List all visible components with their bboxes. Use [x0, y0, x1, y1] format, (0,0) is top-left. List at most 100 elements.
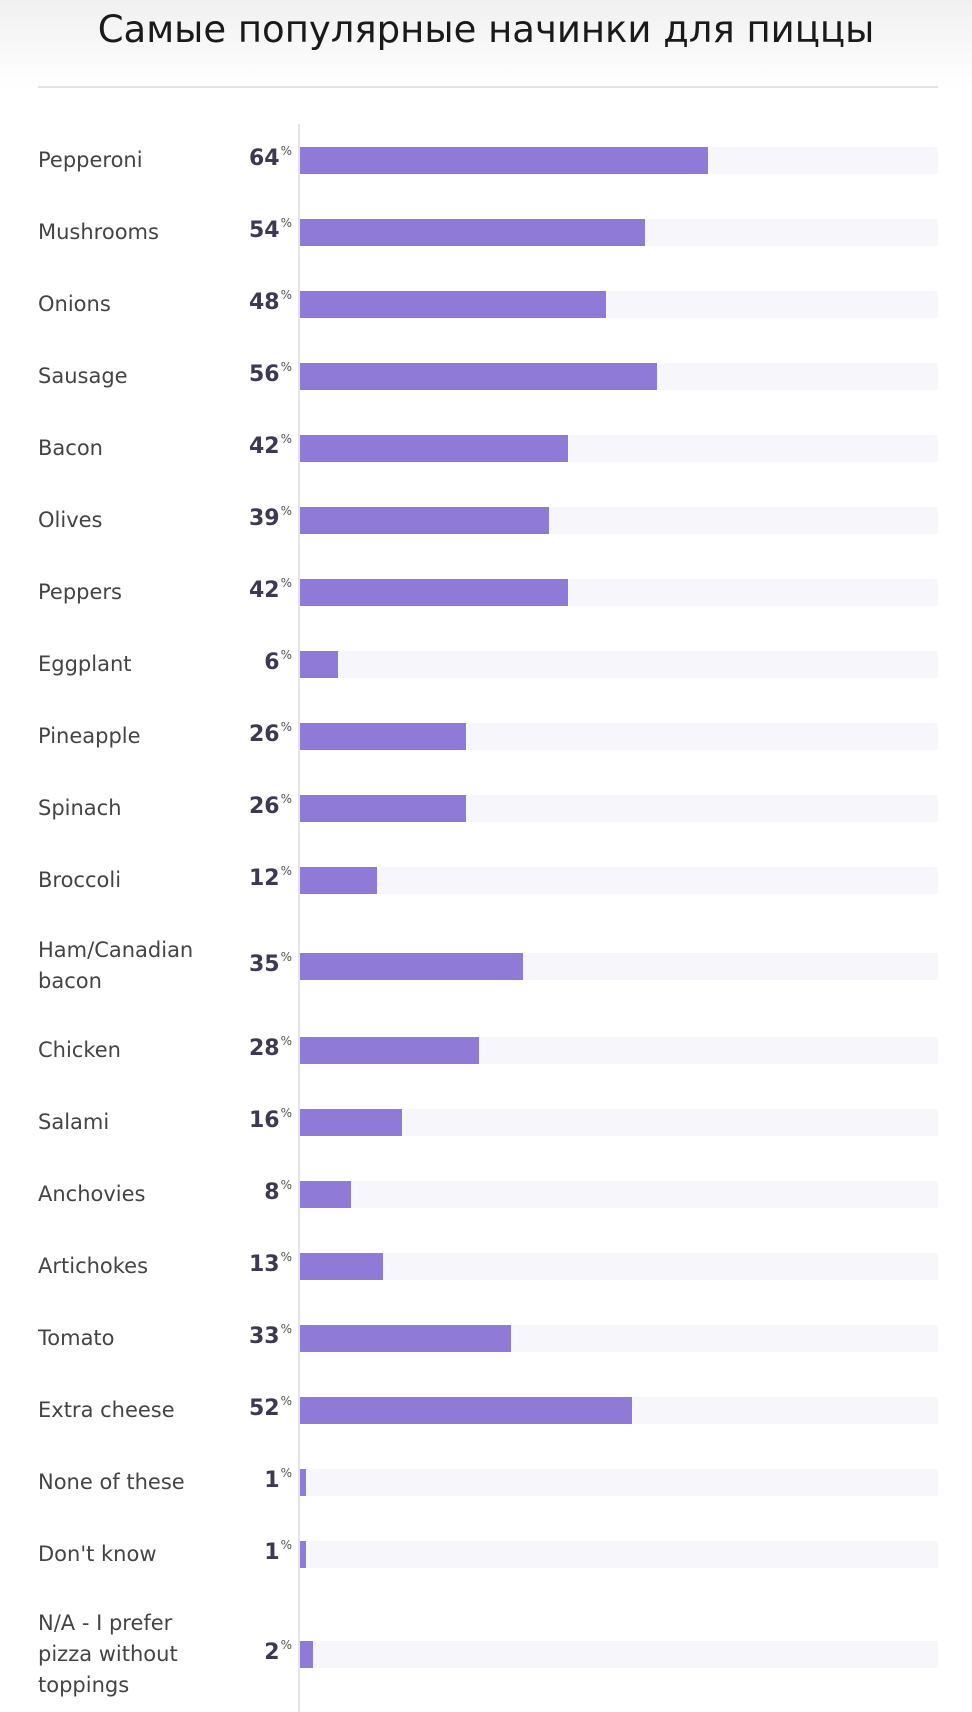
bar [300, 506, 549, 534]
data-label-value: 26 [248, 794, 280, 819]
data-label-value: 6 [264, 650, 280, 675]
category-label: N/A - I prefer pizza without toppings [38, 1610, 178, 1697]
data-label-value: 42 [248, 578, 280, 603]
category-label: Bacon [38, 435, 103, 460]
bar-track [300, 1252, 938, 1280]
bar [300, 1468, 307, 1496]
percent-sign: % [280, 576, 292, 590]
percent-sign: % [280, 648, 292, 662]
bar [300, 1108, 403, 1136]
bar-track [300, 1108, 938, 1136]
category-label: Broccoli [38, 867, 122, 892]
chart-title: Самые популярные начинки для пиццы [97, 8, 875, 51]
data-label-value: 42 [248, 434, 280, 459]
data-label-value: 2 [264, 1640, 280, 1665]
data-label-value: 52 [248, 1396, 280, 1421]
data-label-value: 12 [248, 866, 280, 891]
category-label: None of these [38, 1469, 185, 1494]
percent-sign: % [280, 1466, 292, 1480]
bar-track [300, 1468, 938, 1496]
percent-sign: % [280, 1106, 292, 1120]
category-label: Don't know [38, 1541, 157, 1566]
percent-sign: % [280, 432, 292, 446]
data-label-value: 28 [248, 1036, 280, 1061]
percent-sign: % [280, 720, 292, 734]
bar [300, 650, 339, 678]
data-label: 26% [212, 792, 292, 819]
data-label-value: 39 [248, 506, 280, 531]
category-label: Extra cheese [38, 1397, 175, 1422]
percent-sign: % [280, 1394, 292, 1408]
data-label: 64% [212, 144, 292, 171]
bar-track [300, 650, 938, 678]
title-divider [38, 86, 938, 88]
percent-sign: % [280, 864, 292, 878]
category-label: Chicken [38, 1037, 121, 1062]
percent-sign: % [280, 1178, 292, 1192]
data-label-value: 16 [248, 1108, 280, 1133]
data-label: 16% [212, 1106, 292, 1133]
data-label: 39% [212, 504, 292, 531]
data-label-value: 54 [248, 218, 280, 243]
percent-sign: % [280, 1638, 292, 1652]
data-label-value: 48 [248, 290, 280, 315]
category-label: Tomato [38, 1325, 115, 1350]
bar-track [300, 1180, 938, 1208]
percent-sign: % [280, 1250, 292, 1264]
category-label: Pepperoni [38, 147, 143, 172]
bar [300, 1252, 383, 1280]
percent-sign: % [280, 288, 292, 302]
percent-sign: % [280, 1034, 292, 1048]
percent-sign: % [280, 360, 292, 374]
data-label-value: 26 [248, 722, 280, 747]
data-label: 35% [212, 950, 292, 977]
percent-sign: % [280, 950, 292, 964]
bar [300, 1036, 479, 1064]
percent-sign: % [280, 1322, 292, 1336]
data-label: 54% [212, 216, 292, 243]
header [0, 0, 972, 88]
bar [300, 794, 466, 822]
bar [300, 218, 645, 246]
category-label: Spinach [38, 795, 122, 820]
data-label-value: 1 [264, 1468, 280, 1493]
bar [300, 290, 607, 318]
data-label: 13% [212, 1250, 292, 1277]
data-label: 1% [212, 1466, 292, 1493]
percent-sign: % [280, 504, 292, 518]
data-label: 12% [212, 864, 292, 891]
bar [300, 362, 658, 390]
category-label: Onions [38, 291, 111, 316]
data-label: 56% [212, 360, 292, 387]
bar [300, 1540, 307, 1568]
data-label: 28% [212, 1034, 292, 1061]
percent-sign: % [280, 792, 292, 806]
bar [300, 952, 524, 980]
bar [300, 1640, 313, 1668]
data-label: 42% [212, 432, 292, 459]
bar [300, 146, 709, 174]
percent-sign: % [280, 1538, 292, 1552]
data-label: 48% [212, 288, 292, 315]
data-label: 52% [212, 1394, 292, 1421]
data-label: 26% [212, 720, 292, 747]
bar-track [300, 1540, 938, 1568]
category-label: Artichokes [38, 1253, 149, 1278]
category-label: Sausage [38, 363, 128, 388]
bar-track [300, 1640, 938, 1668]
data-label-value: 33 [248, 1324, 280, 1349]
bar [300, 1324, 511, 1352]
data-label: 33% [212, 1322, 292, 1349]
data-label-value: 1 [264, 1540, 280, 1565]
bar [300, 866, 377, 894]
data-label: 1% [212, 1538, 292, 1565]
data-label-value: 8 [264, 1180, 280, 1205]
data-label-value: 13 [248, 1252, 280, 1277]
category-label: Anchovies [38, 1181, 146, 1206]
category-label: Ham/Canadian bacon [38, 938, 194, 993]
bar [300, 1180, 352, 1208]
data-label-value: 56 [248, 362, 280, 387]
percent-sign: % [280, 216, 292, 230]
bar [300, 722, 466, 750]
category-label: Mushrooms [38, 219, 159, 244]
